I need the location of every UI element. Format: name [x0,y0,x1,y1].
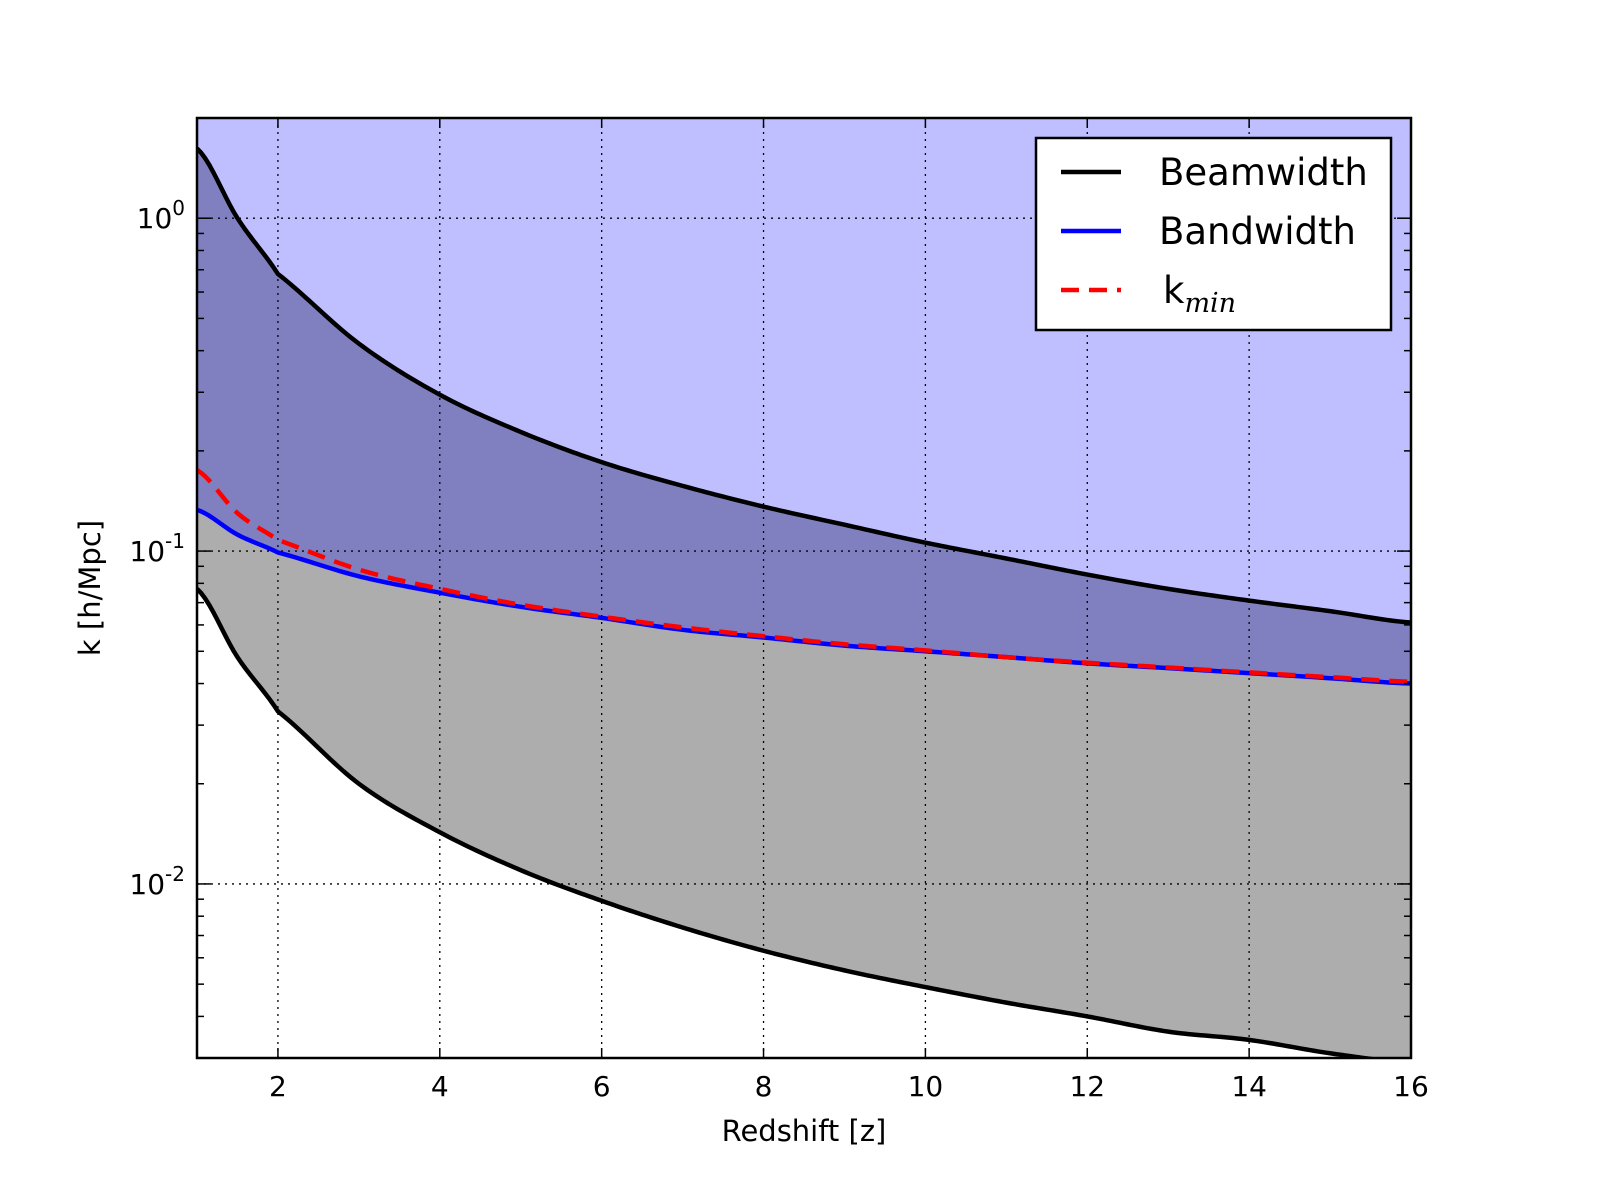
x-tick-label-2: 2 [269,1070,287,1103]
y-axis-label: k [h/Mpc] [73,520,107,656]
y-tick-exponent: -1 [165,529,185,553]
x-axis-label: Redshift [z] [722,1114,887,1148]
plot-frame [195,116,1413,1060]
x-tick-label-6: 6 [593,1070,611,1103]
series-kmin [197,468,1411,684]
y-tick-label-2: 10-2 [129,862,185,901]
grid [197,118,1411,1058]
y-tick-base: 10 [129,868,165,901]
axis-ticks [197,117,1412,1059]
legend-label-bandwidth: Bandwidth [1159,210,1356,253]
y-tick-exponent: -2 [165,862,185,886]
y-tick-base: 10 [137,202,173,235]
series-lines [197,146,1411,1058]
legend-kmin-subscript: min [1184,288,1236,319]
y-tick-label-0: 100 [137,196,185,235]
x-tick-label-12: 12 [1069,1070,1105,1103]
legend: Beamwidth Bandwidth kmin [1034,136,1393,332]
y-tick-base: 10 [129,535,165,568]
x-tick-label-16: 16 [1393,1070,1429,1103]
x-tick-label-4: 4 [431,1070,449,1103]
x-tick-label-10: 10 [908,1070,944,1103]
y-tick-label-1: 10-1 [129,529,185,568]
legend-kmin-base: k [1163,269,1185,312]
x-tick-label-14: 14 [1231,1070,1267,1103]
legend-label-kmin: kmin [1163,269,1236,319]
series-beamwidth-upper [197,146,1411,625]
series-beamwidth-lower [197,587,1382,1058]
x-tick-label-8: 8 [755,1070,773,1103]
y-tick-exponent: 0 [172,196,185,220]
legend-label-beamwidth: Beamwidth [1159,151,1368,194]
